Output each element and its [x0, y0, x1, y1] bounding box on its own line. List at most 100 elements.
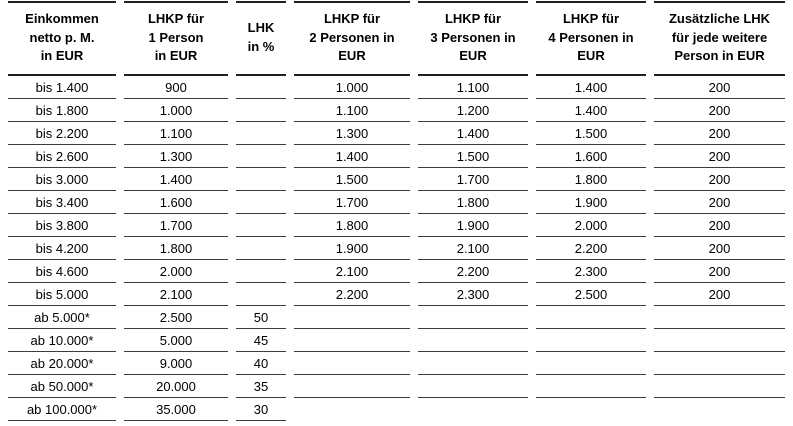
table-cell: 5.000 [124, 329, 228, 352]
table-cell: 1.500 [294, 168, 410, 191]
table-cell: 1.800 [418, 191, 528, 214]
table-cell [236, 122, 286, 145]
table-cell: 200 [654, 283, 785, 306]
column-header-einkommen: Einkommen netto p. M. in EUR [8, 1, 116, 76]
table-cell: 1.700 [294, 191, 410, 214]
table-cell: 35.000 [124, 398, 228, 421]
table-cell [418, 352, 528, 375]
table-cell [236, 76, 286, 99]
table-cell: ab 50.000* [8, 375, 116, 398]
table-cell: 200 [654, 145, 785, 168]
table-cell [654, 306, 785, 329]
table-cell: 30 [236, 398, 286, 421]
table-cell: 2.100 [294, 260, 410, 283]
table-cell: 1.400 [536, 99, 646, 122]
table-cell: 200 [654, 237, 785, 260]
table-cell [236, 237, 286, 260]
table-cell [536, 306, 646, 329]
table-cell [536, 352, 646, 375]
table-cell: 1.200 [418, 99, 528, 122]
table-cell: 200 [654, 76, 785, 99]
table-cell [294, 352, 410, 375]
column-header-lhk-percent: LHK in % [236, 1, 286, 76]
table-cell: 1.900 [536, 191, 646, 214]
table-cell: bis 3.400 [8, 191, 116, 214]
table-cell: 1.100 [418, 76, 528, 99]
table-cell: 200 [654, 168, 785, 191]
table-row: ab 100.000* 35.000 30 [8, 398, 785, 421]
table-cell: bis 4.600 [8, 260, 116, 283]
table-cell [294, 329, 410, 352]
table-cell: bis 1.400 [8, 76, 116, 99]
table-cell: 1.100 [294, 99, 410, 122]
table-cell: 1.400 [418, 122, 528, 145]
table-cell: 1.000 [124, 99, 228, 122]
table-cell: 1.900 [294, 237, 410, 260]
table-cell: 1.300 [124, 145, 228, 168]
table-row: bis 2.600 1.300 1.400 1.500 1.600 200 [8, 145, 785, 168]
column-header-lhkp-2-personen: LHKP für 2 Personen in EUR [294, 1, 410, 76]
table-cell: 1.300 [294, 122, 410, 145]
table-cell: bis 4.200 [8, 237, 116, 260]
table-cell: 1.100 [124, 122, 228, 145]
table-cell [236, 214, 286, 237]
table-cell [418, 398, 528, 421]
table-cell: 2.100 [124, 283, 228, 306]
table-cell: 1.400 [294, 145, 410, 168]
table-cell [294, 398, 410, 421]
table-cell [294, 375, 410, 398]
table-cell: 2.500 [124, 306, 228, 329]
table-cell: 200 [654, 260, 785, 283]
table-row: bis 3.000 1.400 1.500 1.700 1.800 200 [8, 168, 785, 191]
table-cell: ab 5.000* [8, 306, 116, 329]
table-cell: bis 2.600 [8, 145, 116, 168]
table-cell: 2.500 [536, 283, 646, 306]
table-cell: 1.700 [418, 168, 528, 191]
table-cell: 50 [236, 306, 286, 329]
table-cell [536, 329, 646, 352]
table-cell: 2.300 [536, 260, 646, 283]
table-cell: bis 3.800 [8, 214, 116, 237]
table-cell [654, 352, 785, 375]
table-cell [418, 329, 528, 352]
table-row: bis 4.200 1.800 1.900 2.100 2.200 200 [8, 237, 785, 260]
table-row: bis 1.400 900 1.000 1.100 1.400 200 [8, 76, 785, 99]
table-cell [654, 329, 785, 352]
table-cell: 1.400 [536, 76, 646, 99]
table-cell [418, 375, 528, 398]
table-cell: 1.800 [294, 214, 410, 237]
table-cell [654, 375, 785, 398]
table-row: ab 20.000* 9.000 40 [8, 352, 785, 375]
table-row: bis 5.000 2.100 2.200 2.300 2.500 200 [8, 283, 785, 306]
table-cell: 1.800 [536, 168, 646, 191]
table-cell [236, 168, 286, 191]
table-cell: 1.800 [124, 237, 228, 260]
table-cell: bis 1.800 [8, 99, 116, 122]
table-cell: 1.700 [124, 214, 228, 237]
header-row: Einkommen netto p. M. in EUR LHKP für 1 … [8, 1, 785, 76]
table-cell: bis 5.000 [8, 283, 116, 306]
table-cell: 2.200 [418, 260, 528, 283]
table-cell [294, 306, 410, 329]
table-cell: 20.000 [124, 375, 228, 398]
table-cell [654, 398, 785, 421]
table-cell [236, 145, 286, 168]
table-cell: 2.200 [294, 283, 410, 306]
table-cell [236, 283, 286, 306]
table-row: bis 4.600 2.000 2.100 2.200 2.300 200 [8, 260, 785, 283]
table-cell [236, 99, 286, 122]
table-row: bis 3.400 1.600 1.700 1.800 1.900 200 [8, 191, 785, 214]
table-row: bis 1.800 1.000 1.100 1.200 1.400 200 [8, 99, 785, 122]
table-row: ab 10.000* 5.000 45 [8, 329, 785, 352]
table-cell [236, 191, 286, 214]
table-cell: 2.000 [536, 214, 646, 237]
table-cell: 9.000 [124, 352, 228, 375]
table-cell: 2.100 [418, 237, 528, 260]
table-cell: 900 [124, 76, 228, 99]
table-cell: ab 20.000* [8, 352, 116, 375]
table-cell: 1.500 [418, 145, 528, 168]
table-cell: 1.600 [536, 145, 646, 168]
table-cell: 200 [654, 122, 785, 145]
table-cell: 1.600 [124, 191, 228, 214]
